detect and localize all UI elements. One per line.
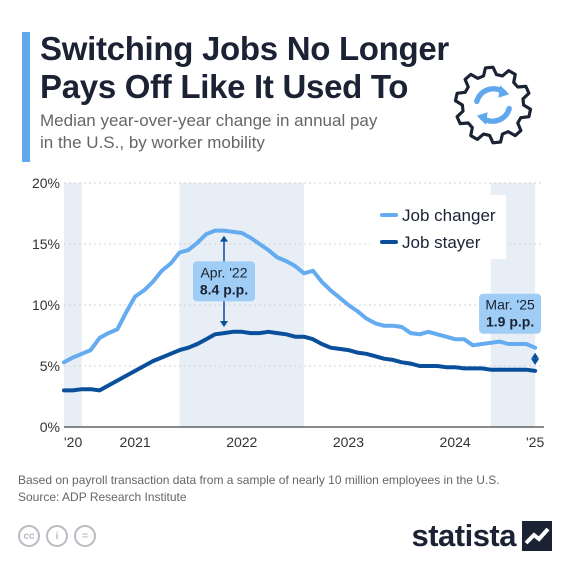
chart-title-line1: Switching Jobs No Longer (40, 30, 449, 67)
y-tick-label: 15% (32, 236, 60, 252)
creative-commons-icon[interactable]: cc (18, 525, 40, 547)
arrow-head-top (220, 235, 228, 242)
chart-subtitle-line2: in the U.S., by worker mobility (40, 133, 265, 152)
arrow-head-bottom (531, 358, 540, 365)
y-tick-label: 0% (40, 419, 60, 435)
chart-subtitle: Median year-over-year change in annual p… (40, 110, 440, 154)
x-tick-label: 2022 (226, 434, 257, 450)
annotation-box (479, 293, 542, 334)
chart-legend: Job changer Job stayer (370, 195, 506, 259)
annotation-value: 1.9 p.p. (486, 314, 534, 330)
chart-title: Switching Jobs No Longer Pays Off Like I… (40, 30, 460, 106)
arrow-head-bottom (220, 321, 228, 328)
annotation-box (193, 261, 255, 302)
annotation-value: 8.4 p.p. (200, 281, 248, 297)
title-accent-bar (22, 32, 30, 162)
y-tick-label: 20% (32, 175, 60, 191)
legend-label: Job stayer (402, 233, 481, 252)
brand-name: statista (411, 518, 516, 553)
legend-label: Job changer (402, 206, 496, 225)
chart-subtitle-line1: Median year-over-year change in annual p… (40, 111, 378, 130)
shaded-band (64, 183, 82, 427)
license-icons: cc i = (18, 525, 96, 547)
annotations: Apr. '228.4 p.p. Mar. '251.9 p.p. (193, 235, 542, 365)
y-tick-label: 5% (40, 358, 60, 374)
no-derivatives-icon[interactable]: = (74, 525, 96, 547)
annotation-date: Mar. '25 (485, 297, 535, 313)
statista-logo-icon (522, 521, 552, 551)
x-tick-label: '25 (526, 434, 544, 450)
x-tick-label: 2024 (440, 434, 471, 450)
x-tick-label: '20 (64, 434, 82, 450)
footnote-note: Based on payroll transaction data from a… (18, 473, 500, 487)
attribution-icon[interactable]: i (46, 525, 68, 547)
chart-title-line2: Pays Off Like It Used To (40, 68, 409, 105)
annotation-date: Apr. '22 (200, 264, 247, 280)
statista-brand[interactable]: statista (411, 518, 552, 554)
arrow-head-top (531, 352, 540, 359)
footnote-source: Source: ADP Research Institute (18, 490, 187, 504)
x-axis-ticks: '20 2021 2022 2023 2024 '25 (64, 434, 544, 450)
x-tick-label: 2021 (120, 434, 151, 450)
x-tick-label: 2023 (333, 434, 364, 450)
legend-box (370, 195, 506, 259)
y-tick-label: 10% (32, 297, 60, 313)
series-line-job-changer (62, 228, 538, 365)
series-lines (62, 228, 538, 393)
series-line-job-stayer (62, 329, 538, 393)
footnote: Based on payroll transaction data from a… (18, 472, 500, 506)
y-axis-ticks: 0% 5% 10% 15% 20% (32, 175, 60, 435)
line-chart: 0% 5% 10% 15% 20% '20 2021 2022 2023 2024 '25 Apr… (32, 175, 544, 450)
gear-refresh-icon (453, 65, 533, 145)
